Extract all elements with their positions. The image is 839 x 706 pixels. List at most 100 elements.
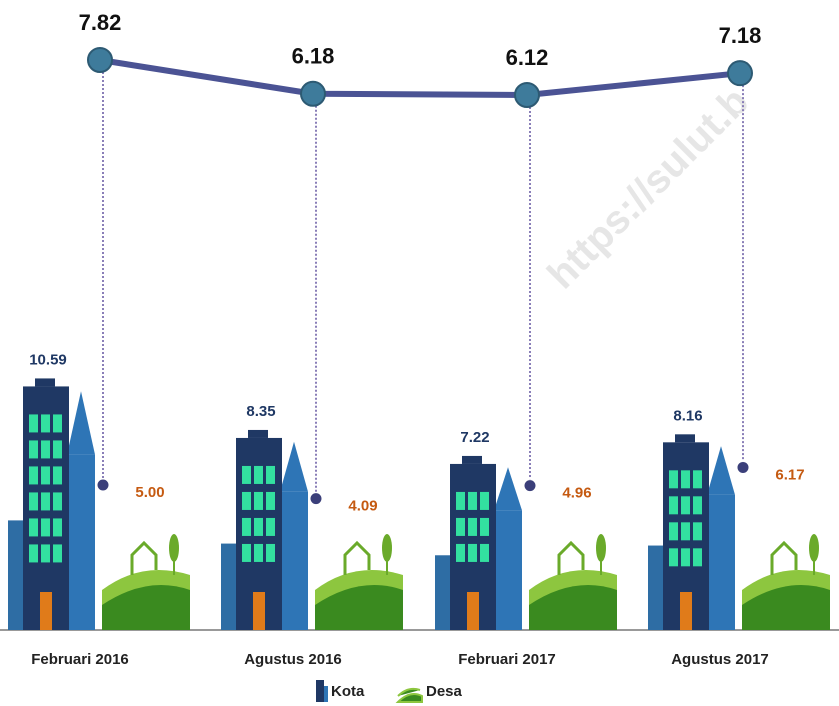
house [343, 540, 371, 575]
legend-kota-icon [316, 680, 324, 702]
window [266, 491, 275, 510]
legend-desa-icon [395, 687, 423, 703]
window [693, 496, 702, 515]
window [468, 543, 477, 562]
window [669, 496, 678, 515]
window [29, 466, 38, 485]
window [456, 517, 465, 536]
window [41, 466, 50, 485]
window [53, 518, 62, 537]
window [480, 517, 489, 536]
window [254, 491, 263, 510]
window [53, 414, 62, 433]
window [681, 548, 690, 567]
tower [494, 510, 522, 630]
desa-dot [96, 478, 110, 492]
total-dot [300, 80, 326, 107]
roof [35, 378, 55, 387]
window [693, 522, 702, 541]
tower [707, 494, 735, 630]
window [29, 492, 38, 511]
window [29, 440, 38, 459]
hill [102, 585, 190, 630]
legend-kota: Kota [331, 683, 365, 700]
total-label: 7.18 [719, 23, 762, 48]
total-dot [87, 47, 113, 73]
roof [675, 434, 695, 443]
category-label: Agustus 2017 [671, 651, 769, 668]
window [242, 465, 251, 484]
door [253, 592, 265, 630]
spire [494, 467, 522, 511]
tower [280, 491, 308, 630]
desa-label: 4.09 [348, 498, 377, 515]
hill [529, 585, 617, 630]
spire [280, 441, 308, 492]
window [669, 548, 678, 567]
window [480, 491, 489, 510]
window [41, 440, 50, 459]
window [266, 465, 275, 484]
window [41, 492, 50, 511]
window [254, 517, 263, 536]
window [41, 544, 50, 563]
desa-label: 4.96 [562, 485, 591, 502]
window [29, 518, 38, 537]
window [242, 543, 251, 562]
door [680, 592, 692, 630]
house [557, 540, 585, 575]
door [467, 592, 479, 630]
desa-dot [309, 492, 323, 506]
legend-desa: Desa [426, 683, 463, 700]
legend-kota-icon [324, 686, 328, 702]
window [681, 522, 690, 541]
tree [809, 534, 819, 562]
tree [382, 534, 392, 562]
door [40, 592, 52, 630]
desa-dot [736, 460, 750, 474]
window [468, 517, 477, 536]
window [693, 470, 702, 489]
category-label: Februari 2017 [458, 651, 556, 668]
kota-label: 10.59 [29, 351, 67, 368]
total-dot [514, 82, 540, 108]
window [29, 544, 38, 563]
total-dot [727, 60, 753, 87]
house [130, 540, 158, 575]
roof [248, 429, 268, 438]
window [29, 414, 38, 433]
window [53, 492, 62, 511]
desa-dot [523, 479, 537, 493]
hill [742, 585, 830, 630]
tower [67, 454, 95, 630]
window [669, 470, 678, 489]
window [254, 465, 263, 484]
window [53, 440, 62, 459]
window [254, 543, 263, 562]
watermark: https://sulut.b [539, 79, 757, 297]
kota-label: 8.35 [246, 403, 275, 420]
window [266, 543, 275, 562]
window [41, 518, 50, 537]
category-label: Agustus 2016 [244, 651, 342, 668]
window [468, 491, 477, 510]
kota-label: 8.16 [673, 407, 702, 424]
spire [707, 446, 735, 495]
window [681, 496, 690, 515]
window [41, 414, 50, 433]
window [693, 548, 702, 567]
window [456, 491, 465, 510]
window [681, 470, 690, 489]
spire [67, 391, 95, 455]
total-label: 7.82 [79, 10, 122, 35]
kota-label: 7.22 [460, 429, 489, 446]
window [242, 491, 251, 510]
house [770, 540, 798, 575]
total-line [99, 57, 741, 99]
window [480, 543, 489, 562]
window [669, 522, 678, 541]
window [53, 466, 62, 485]
window [266, 517, 275, 536]
desa-label: 5.00 [135, 484, 164, 501]
